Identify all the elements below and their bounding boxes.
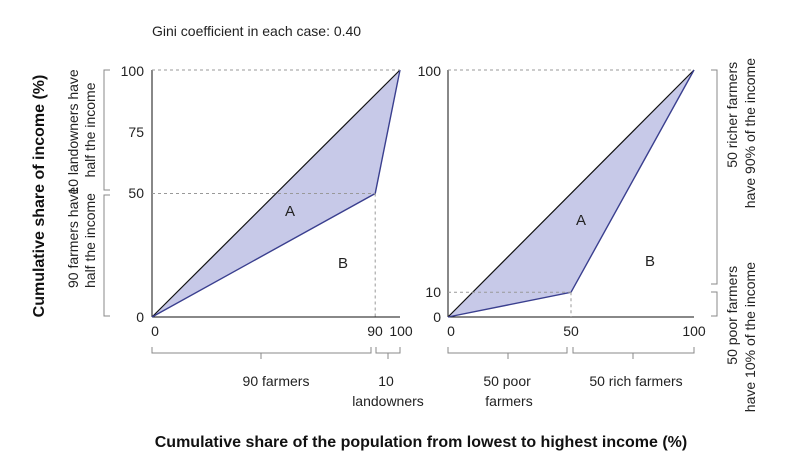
right-xtick-50: 50	[563, 323, 579, 339]
left-bottom-brace-label-2: 10 landowners	[352, 373, 424, 409]
left-brace-bottom-line2: half the income	[82, 193, 98, 288]
right-region-a: A	[576, 212, 586, 229]
right-brace-top-line1: 50 richer farmers	[724, 62, 740, 168]
right-bottom-brace-label-1-line1: 50 poor	[483, 373, 531, 389]
left-xtick-0: 0	[151, 323, 159, 339]
right-ytick-0: 0	[433, 309, 441, 325]
right-ytick-100: 100	[418, 63, 442, 79]
left-panel: 100 75 50 0 0 90 100 A B 10 landowners h…	[65, 63, 424, 409]
left-xtick-90: 90	[367, 323, 383, 339]
right-xtick-100: 100	[682, 323, 706, 339]
x-axis-label: Cumulative share of the population from …	[155, 434, 687, 451]
left-brace-bottom	[103, 194, 110, 317]
left-brace-top-label: 10 landowners have half the income	[65, 65, 98, 194]
right-brace-bottom-label: 50 poor farmers have 10% of the income	[724, 262, 758, 412]
right-region-b: B	[645, 253, 655, 270]
right-bottom-brace-label-1-line2: farmers	[485, 393, 532, 409]
right-bottom-brace-label-1: 50 poor farmers	[483, 373, 534, 409]
left-ytick-100: 100	[121, 63, 145, 79]
left-bottom-brace-2	[375, 347, 401, 359]
left-ytick-50: 50	[128, 185, 144, 201]
right-brace-top-line2: have 90% of the income	[742, 58, 758, 208]
left-region-b: B	[338, 255, 348, 272]
left-region-a: A	[285, 203, 295, 220]
right-brace-bottom-line2: have 10% of the income	[742, 262, 758, 412]
subtitle: Gini coefficient in each case: 0.40	[152, 23, 361, 39]
left-brace-bottom-label: 90 farmers have half the income	[65, 183, 98, 288]
y-axis-label: Cumulative share of income (%)	[31, 75, 48, 318]
left-brace-bottom-line1: 90 farmers have	[65, 187, 81, 288]
left-brace-top	[103, 69, 110, 191]
left-bottom-brace-label-2-line1: 10	[378, 373, 394, 389]
right-xtick-0: 0	[447, 323, 455, 339]
left-equality-line	[151, 69, 401, 318]
right-bottom-brace-label-2: 50 rich farmers	[589, 373, 682, 389]
left-bottom-brace-label-2-line2: landowners	[352, 393, 424, 409]
right-ytick-10: 10	[425, 284, 441, 300]
left-brace-top-line2: half the income	[82, 82, 98, 177]
right-bottom-brace-2	[572, 347, 695, 359]
left-ytick-75: 75	[128, 124, 144, 140]
right-equality-line	[447, 69, 695, 318]
right-brace-top-label: 50 richer farmers have 90% of the income	[724, 58, 758, 208]
right-panel: 100 10 0 0 50 100 A B 50 richer farmers …	[418, 58, 758, 412]
right-bottom-brace-1	[447, 347, 568, 359]
left-ytick-0: 0	[136, 309, 144, 325]
right-brace-bottom	[711, 291, 718, 317]
left-bottom-brace-1	[151, 347, 372, 359]
left-xtick-100: 100	[389, 323, 413, 339]
right-brace-bottom-line1: 50 poor farmers	[724, 266, 740, 365]
left-brace-top-line1: 10 landowners have	[65, 69, 81, 195]
right-brace-top	[711, 69, 718, 285]
left-bottom-brace-label-1: 90 farmers	[243, 373, 310, 389]
